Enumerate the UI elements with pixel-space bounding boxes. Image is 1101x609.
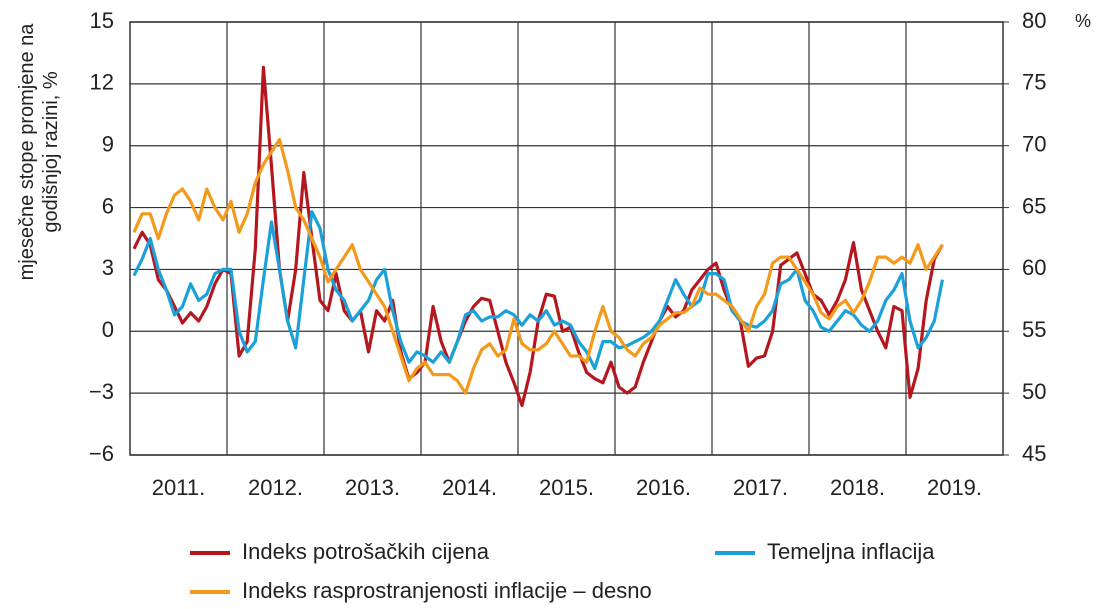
x-tick-label: 2017. [733,475,788,500]
y2-tick-label: 60 [1022,255,1046,280]
y-tick-label: 0 [102,317,114,342]
legend-label: Indeks potrošačkih cijena [242,539,490,564]
y-tick-label: 9 [102,132,114,157]
x-tick-label: 2018. [830,475,885,500]
x-tick-label: 2016. [636,475,691,500]
legend-label: Indeks rasprostranjenosti inflacije – de… [242,578,652,603]
x-tick-label: 2013. [345,475,400,500]
y2-tick-label: 45 [1022,441,1046,466]
x-tick-label: 2015. [539,475,594,500]
x-tick-label: 2011. [152,475,205,500]
y2-tick-label: 75 [1022,70,1046,95]
y-axis-title-line: godišnjoj razini, % [40,71,62,232]
y-tick-label: −6 [89,441,114,466]
series-line [132,65,944,408]
y-tick-label: 3 [102,255,114,280]
y2-tick-label: 55 [1022,317,1046,342]
y-axis-title: mjesečne stope promjene na godišnjoj razi… [16,23,62,281]
y2-tick-label: 70 [1022,132,1046,157]
series-line [132,210,944,370]
y2-tick-label: 65 [1022,193,1046,218]
x-tick-label: 2019. [927,475,982,500]
x-tick-label: 2012. [248,475,303,500]
y2-axis-unit: % [1075,11,1091,31]
y-tick-label: −3 [89,379,114,404]
y-axis-title-line: mjesečne stope promjene na [16,23,38,281]
y2-tick-label: 80 [1022,8,1046,33]
x-tick-label: 2014. [442,475,497,500]
y-tick-label: 6 [102,193,114,218]
series-line [132,137,944,395]
y-tick-label: 15 [90,8,114,33]
y-tick-label: 12 [90,70,114,95]
y2-tick-label: 50 [1022,379,1046,404]
legend-label: Temeljna inflacija [767,539,935,564]
